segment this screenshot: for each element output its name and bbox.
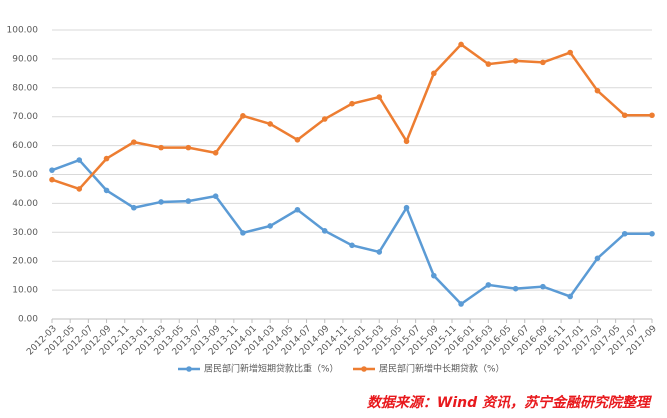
data-point [294, 206, 301, 213]
data-point [567, 49, 573, 56]
data-point [212, 150, 219, 156]
data-point [240, 113, 246, 119]
y-tick-label: 40.00 [12, 199, 38, 209]
data-point [49, 167, 55, 173]
data-point [76, 186, 83, 192]
y-tick-label: 80.00 [12, 83, 38, 93]
data-point [185, 198, 192, 204]
data-point [621, 230, 628, 237]
data-point [567, 293, 573, 300]
data-point [649, 230, 655, 237]
data-point [321, 228, 328, 234]
data-point [458, 41, 464, 48]
data-point [321, 116, 328, 122]
data-point [185, 144, 192, 151]
data-point [485, 61, 492, 67]
y-tick-label: 10.00 [12, 286, 38, 296]
data-point [512, 285, 519, 292]
data-point [649, 112, 655, 119]
data-point [267, 121, 273, 127]
legend-label: 居民部门新增短期贷款比重（%） [204, 363, 339, 375]
data-point [349, 242, 355, 249]
data-point [431, 272, 437, 279]
legend-marker [361, 366, 367, 372]
data-point [49, 176, 55, 183]
data-point [458, 301, 464, 307]
data-point [212, 193, 219, 199]
y-tick-label: 90.00 [12, 54, 38, 64]
data-point [131, 204, 137, 211]
legend-label: 居民部门新增中长期贷款（%） [379, 363, 505, 375]
data-point [403, 204, 410, 211]
data-point [376, 249, 383, 255]
data-point [403, 138, 410, 145]
data-point [267, 223, 273, 229]
data-point [594, 255, 601, 262]
data-point [158, 144, 164, 151]
data-point [594, 87, 601, 94]
y-tick-label: 70.00 [12, 112, 38, 122]
data-point [512, 58, 519, 64]
y-tick-label: 30.00 [12, 228, 38, 238]
data-point [349, 100, 355, 107]
data-point [376, 94, 383, 100]
data-point [131, 139, 137, 145]
data-point [621, 112, 628, 119]
data-point [540, 59, 546, 66]
data-point [294, 137, 301, 143]
y-tick-label: 20.00 [12, 257, 38, 267]
data-point [103, 187, 110, 194]
data-point [431, 70, 437, 77]
data-point [76, 157, 83, 163]
data-point [240, 230, 246, 236]
data-point [103, 155, 110, 162]
data-point [158, 199, 164, 205]
data-point [485, 282, 492, 288]
y-tick-label: 100.00 [7, 26, 39, 36]
data-point [540, 283, 546, 290]
y-tick-label: 0.00 [18, 315, 38, 325]
y-tick-label: 50.00 [12, 170, 38, 180]
source-note: 数据来源：Wind 资讯，苏宁金融研究院整理 [367, 394, 652, 411]
y-tick-label: 60.00 [12, 141, 38, 151]
legend-marker [186, 366, 192, 372]
